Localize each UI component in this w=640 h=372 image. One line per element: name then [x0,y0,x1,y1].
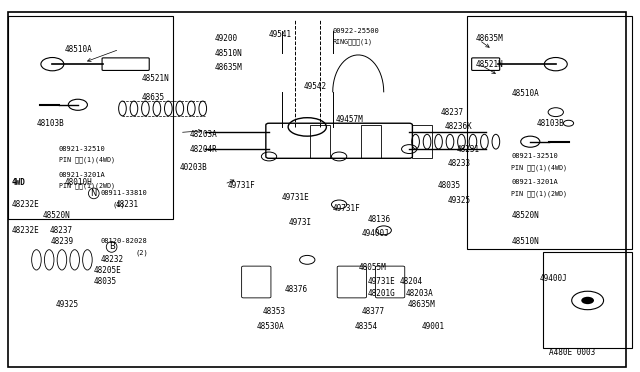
Text: PIN ピン(1)(2WD): PIN ピン(1)(2WD) [59,183,115,189]
Text: 48635M: 48635M [476,34,504,43]
Text: 48204: 48204 [399,278,423,286]
Text: 48510N: 48510N [511,237,539,246]
Text: 40203B: 40203B [180,163,207,172]
Text: 49400J: 49400J [362,230,389,238]
Text: 48103B: 48103B [36,119,64,128]
Circle shape [581,297,594,304]
Text: 48510N: 48510N [215,49,243,58]
Text: 49325: 49325 [447,196,470,205]
Text: 49001: 49001 [422,322,445,331]
Text: 49542: 49542 [304,82,327,91]
Text: 48237: 48237 [441,108,464,117]
FancyBboxPatch shape [266,123,412,158]
Text: 4WD: 4WD [12,178,26,187]
Text: 48203A: 48203A [406,289,434,298]
Text: RINGリング(1): RINGリング(1) [333,39,372,45]
Text: 48520N: 48520N [511,211,539,220]
Text: 00922-25500: 00922-25500 [333,28,380,34]
Text: 48035: 48035 [94,278,117,286]
Text: PIN ピン(1)(4WD): PIN ピン(1)(4WD) [511,164,567,171]
Text: 08921-32510: 08921-32510 [511,154,558,160]
Text: 48635M: 48635M [215,63,243,72]
Text: 49731F: 49731F [333,203,360,213]
Text: (1): (1) [113,201,125,208]
Text: A480E 0003: A480E 0003 [549,348,596,357]
Text: 48635M: 48635M [408,300,436,309]
Text: PIN ピン(1)(2WD): PIN ピン(1)(2WD) [511,190,567,197]
Text: 49457M: 49457M [336,115,364,124]
Text: 48232: 48232 [100,255,124,264]
Text: 48035: 48035 [438,182,461,190]
Text: 48204R: 48204R [189,145,217,154]
Text: 48377: 48377 [362,307,385,316]
Text: 48231: 48231 [457,145,480,154]
Text: (2): (2) [135,249,148,256]
Text: 48055M: 48055M [358,263,386,272]
Text: 48203A: 48203A [189,130,217,139]
Text: B: B [109,243,115,251]
Text: 48205E: 48205E [94,266,122,275]
Text: 48010H: 48010H [65,178,93,187]
Text: 08120-82028: 08120-82028 [100,238,147,244]
Text: 48233: 48233 [447,159,470,169]
Text: PIN ピン(1)(4WD): PIN ピン(1)(4WD) [59,157,115,163]
Text: 08921-32510: 08921-32510 [59,146,106,152]
Text: 49200: 49200 [215,34,238,43]
Text: 49541: 49541 [269,30,292,39]
Text: 48510A: 48510A [511,89,539,98]
Text: 48510A: 48510A [65,45,93,54]
Text: 48635: 48635 [141,93,164,102]
Text: 48353: 48353 [262,307,286,316]
Text: 49400J: 49400J [540,274,568,283]
Text: 49325: 49325 [56,300,79,309]
Text: 48236K: 48236K [444,122,472,131]
Text: 48201G: 48201G [368,289,396,298]
Text: 48521N: 48521N [476,60,504,69]
Text: 48232E: 48232E [12,226,39,235]
Text: 49731F: 49731F [228,182,255,190]
Text: 48239: 48239 [51,237,74,246]
Text: 4973I: 4973I [288,218,311,227]
Text: 48103B: 48103B [537,119,564,128]
Text: 49731E: 49731E [282,193,310,202]
Text: 48232E: 48232E [12,200,39,209]
Text: 08921-3201A: 08921-3201A [59,172,106,178]
Text: 48521N: 48521N [141,74,170,83]
Text: 48530A: 48530A [256,322,284,331]
Text: 48237: 48237 [49,226,72,235]
Text: N: N [91,189,97,198]
Text: 49731E: 49731E [368,278,396,286]
Text: 48354: 48354 [355,322,378,331]
Text: 48520N: 48520N [43,211,70,220]
Text: 48231: 48231 [116,200,140,209]
Text: 08921-3201A: 08921-3201A [511,179,558,185]
Text: 48376: 48376 [285,285,308,294]
Text: 48136: 48136 [368,215,391,224]
Text: 08911-33810: 08911-33810 [100,190,147,196]
